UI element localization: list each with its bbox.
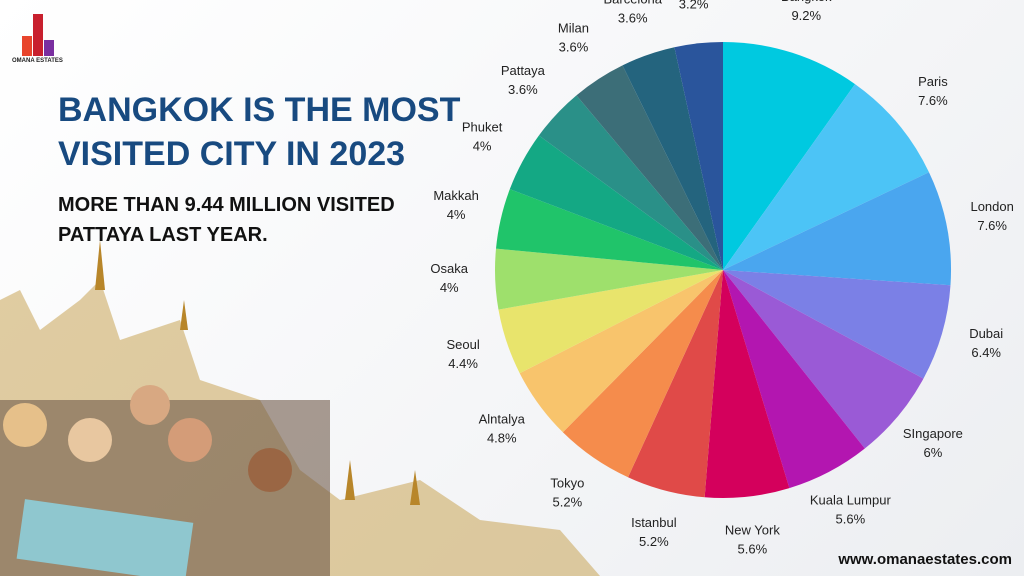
slice-label: Istanbul 5.2% (631, 515, 677, 549)
value-label: 3.2% (679, 0, 709, 12)
value-label: 5.2% (553, 494, 583, 509)
category-name: Istanbul (631, 515, 677, 530)
pie-slice (723, 270, 951, 379)
value-label: 4.4% (448, 356, 478, 371)
slice-label: Dubai 6.4% (969, 326, 1003, 360)
category-name: Milan (558, 20, 589, 35)
slice-label: Barcelona 3.6% (603, 0, 662, 25)
value-label: 6.4% (971, 345, 1001, 360)
subheadline: MORE THAN 9.44 MILLION VISITED PATTAYA L… (58, 194, 395, 246)
pie-slice (674, 42, 723, 270)
category-name: Bangkok (781, 0, 832, 4)
category-name: SIngapore (903, 426, 963, 441)
temple-photo (0, 240, 600, 576)
pie-chart: Bangkok 9.2% Paris 7.6% London 7.6% Dubai 6.4% S… (430, 0, 1013, 556)
category-name: Phuket (462, 119, 503, 134)
value-label: 4% (473, 138, 492, 153)
value-label: 4% (447, 207, 466, 222)
pie-slice (495, 248, 723, 310)
category-name: Makkah (433, 188, 479, 203)
category-name: Barcelona (603, 0, 662, 6)
website: www.omanaestates.com (838, 551, 1012, 568)
headline: BANGKOK IS THE MOST VISITED CITY IN 2023 (58, 91, 461, 173)
category-name: London (970, 199, 1013, 214)
category-name: Alntalya (479, 412, 526, 427)
pie-slice (628, 270, 723, 498)
value-label: 5.6% (836, 512, 866, 527)
pie-slice (723, 270, 865, 489)
slice-label: Bangkok 9.2% (781, 0, 832, 23)
pie-slice (723, 42, 856, 270)
category-name: New York (725, 522, 780, 537)
pie-slice (538, 95, 723, 271)
value-label: 3.6% (618, 10, 648, 25)
slice-label: SIngapore 6% (903, 426, 963, 460)
category-name: Kuala Lumpur (810, 493, 892, 508)
pie-slice (509, 135, 723, 270)
pie-slice (562, 270, 723, 478)
pie-slice (704, 270, 790, 498)
value-label: 5.2% (639, 534, 669, 549)
value-label: 4.8% (487, 431, 517, 446)
slice-label: Milan 3.6% (558, 20, 589, 54)
pie-slice (723, 270, 924, 449)
logo-text: OMANA ESTATES (12, 58, 63, 64)
slice-label: Alntalya 4.8% (479, 412, 526, 446)
slice-label: Pattaya 3.6% (501, 63, 546, 97)
category-name: Osaka (430, 261, 468, 276)
category-name: Pattaya (501, 63, 546, 78)
slice-label: Seoul 4.4% (446, 337, 479, 371)
slice-label: Tokyo 5.2% (550, 475, 584, 509)
value-label: 5.6% (738, 541, 768, 556)
slice-label: New York 5.6% (725, 522, 780, 556)
pie-slice (622, 47, 723, 271)
value-label: 6% (923, 445, 942, 460)
pie-slice (498, 270, 723, 374)
category-name: Dubai (969, 326, 1003, 341)
slice-label: Paris 7.6% (918, 74, 948, 108)
logo-icon (22, 14, 54, 56)
slice-label: Kuala Lumpur 5.6% (810, 493, 892, 527)
slice-label: Makkah 4% (433, 188, 479, 222)
value-label: 7.6% (977, 218, 1007, 233)
value-label: 9.2% (791, 8, 821, 23)
value-label: 3.6% (508, 82, 538, 97)
pie-slice (723, 84, 929, 270)
pie-slice (519, 270, 723, 433)
category-name: Seoul (446, 337, 479, 352)
category-name: Tokyo (550, 475, 584, 490)
pie-slice (576, 65, 723, 270)
category-name: Paris (918, 74, 948, 89)
slice-label: Bali3.2% (679, 0, 709, 12)
slice-label: London 7.6% (970, 199, 1013, 233)
pie-slice (496, 189, 723, 270)
value-label: 7.6% (918, 93, 948, 108)
pie-slice (723, 172, 951, 286)
value-label: 3.6% (559, 39, 589, 54)
slice-label: Phuket 4% (462, 119, 503, 153)
value-label: 4% (440, 280, 459, 295)
slice-label: Osaka 4% (430, 261, 468, 295)
